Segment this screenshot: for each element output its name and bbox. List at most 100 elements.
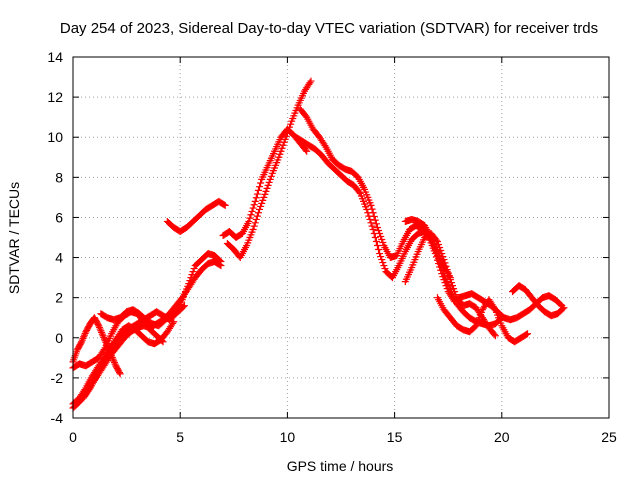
data-point-trace — [448, 282, 456, 290]
data-point-trace — [429, 240, 437, 248]
data-point-trace — [371, 234, 379, 241]
data-point-trace — [375, 226, 383, 234]
data-point-trace — [431, 246, 439, 254]
data-point-trace — [279, 141, 287, 149]
data-point-trace — [377, 253, 385, 261]
y-tick-label: 12 — [47, 89, 63, 105]
data-point-trace — [364, 209, 372, 217]
data-point — [99, 332, 107, 340]
data-point-trace — [264, 181, 272, 189]
data-point-trace — [450, 285, 458, 293]
data-point-trace — [98, 328, 106, 336]
data-point-trace — [302, 146, 310, 154]
data-point-trace — [441, 259, 449, 267]
data-point-trace — [321, 142, 329, 150]
data-point-trace — [97, 327, 105, 335]
data-point-trace — [378, 256, 386, 264]
data-point — [251, 197, 259, 205]
data-point-trace — [277, 147, 285, 155]
data-point-trace — [79, 334, 87, 342]
data-point-trace — [187, 274, 195, 282]
data-point-trace — [247, 211, 255, 219]
plot-frame — [72, 56, 610, 419]
data-point-trace — [258, 199, 266, 207]
data-point-trace — [253, 190, 261, 198]
data-point-trace — [439, 267, 447, 275]
x-tick-label: 25 — [601, 429, 617, 445]
y-tick-label: 2 — [55, 290, 63, 306]
axis-ticks: 0 5 10 15 20 25 -4 -2 0 2 4 6 8 10 12 14 — [47, 49, 617, 445]
data-point-trace — [373, 242, 381, 250]
data-point-trace — [557, 301, 565, 309]
series-sat-mid-arc — [163, 197, 229, 235]
data-point-trace — [447, 279, 455, 287]
data-point — [185, 280, 193, 288]
data-point-trace — [266, 175, 274, 183]
data-point-trace — [252, 194, 260, 202]
chart-title: Day 254 of 2023, Sidereal Day-to-day VTE… — [60, 20, 598, 37]
data-point-trace — [261, 190, 269, 198]
data-point-trace — [77, 339, 85, 347]
data-point-trace — [216, 257, 224, 265]
data-point — [524, 330, 532, 338]
data-point-trace — [371, 216, 379, 224]
x-tick-label: 20 — [494, 429, 510, 445]
series-sat-peak-a — [223, 77, 315, 262]
data-point — [363, 205, 371, 213]
y-tick-label: 4 — [55, 250, 63, 266]
data-point — [440, 256, 448, 264]
data-point — [373, 223, 381, 231]
data-point-trace — [267, 172, 275, 180]
y-tick-label: 6 — [55, 209, 63, 225]
data-point-trace — [220, 201, 228, 209]
data-point — [376, 250, 384, 258]
data-point-trace — [260, 193, 268, 201]
data-point-trace — [186, 277, 194, 285]
data-point — [221, 201, 229, 209]
data-point-trace — [435, 255, 443, 263]
data-point-trace — [81, 329, 89, 337]
data-point-trace — [365, 212, 373, 220]
data-point-trace — [367, 219, 375, 227]
series-sat-peak-b — [219, 125, 311, 241]
data-point-trace — [438, 264, 446, 272]
data-point-trace — [436, 244, 444, 252]
data-point-trace — [189, 268, 197, 276]
data-point — [307, 77, 315, 85]
data-point — [256, 205, 264, 213]
data-point-trace — [471, 323, 479, 331]
data-point-trace — [445, 272, 453, 280]
series-sat-descent-b — [292, 133, 454, 282]
data-point-trace — [94, 320, 102, 328]
data-point-trace — [98, 330, 106, 338]
data-point-trace — [190, 265, 198, 273]
data-point-trace — [253, 212, 261, 220]
data-point-trace — [249, 204, 257, 212]
data-point-trace — [438, 250, 446, 258]
data-point-trace — [96, 325, 104, 333]
data-point-trace — [375, 246, 383, 254]
data-point-trace — [452, 291, 460, 299]
data-point-trace — [80, 331, 88, 339]
data-point — [116, 370, 124, 378]
data-point-trace — [85, 386, 93, 394]
data-point-trace — [372, 238, 380, 246]
data-point-trace — [368, 222, 376, 230]
data-point-trace — [257, 202, 265, 210]
data-point-trace — [378, 236, 386, 244]
data-point-trace — [259, 196, 267, 204]
x-tick-label: 10 — [280, 429, 296, 445]
data-point — [433, 252, 441, 260]
x-tick-label: 0 — [69, 429, 77, 445]
data-point-trace — [437, 247, 445, 255]
series-sat-early-d — [97, 302, 188, 330]
data-point — [303, 147, 311, 155]
data-point-trace — [432, 236, 440, 244]
data-point — [262, 187, 270, 195]
data-points-layer — [69, 77, 568, 412]
data-point-trace — [251, 219, 259, 227]
data-point-trace — [430, 243, 438, 251]
data-point-trace — [437, 261, 445, 269]
